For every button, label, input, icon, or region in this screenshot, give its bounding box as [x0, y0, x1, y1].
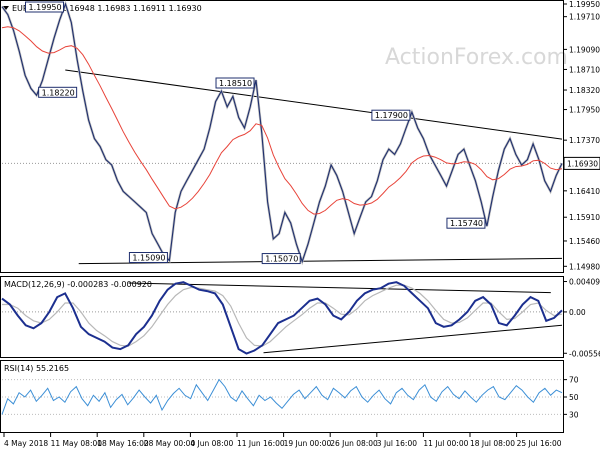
price-panel-frame — [0, 0, 564, 273]
macd-signal-line — [2, 284, 563, 347]
x-tick-label: 18 May 16:00 — [97, 439, 149, 448]
x-tick-label: 11 Jun 16:00 — [237, 439, 285, 448]
x-tick-label: 25 Jul 16:00 — [517, 439, 562, 448]
x-tick-label: 11 May 08:00 — [51, 439, 103, 448]
rsi-line — [1, 378, 563, 415]
rsi-panel-title: RSI(14) 55.2165 — [4, 364, 69, 373]
macd-y-tick-label: 0.004094 — [569, 278, 600, 287]
annotation-label: 1.15740 — [450, 219, 483, 228]
annotation-label: 1.18220 — [42, 88, 75, 97]
price-y-tick-label: 1.19710 — [569, 13, 600, 22]
macd-panel: 0.004094 0.00 -0.005568 — [1, 278, 600, 358]
symbol-dropdown-icon[interactable] — [3, 6, 9, 10]
annotation-box — [128, 252, 168, 263]
x-tick-label: 3 Jul 16:00 — [377, 439, 417, 448]
price-y-tick-label: 1.19090 — [569, 45, 600, 54]
annotation-box — [25, 1, 65, 13]
price-y-tick-label: 1.15910 — [569, 213, 600, 222]
x-tick-label: 19 Jun 00:00 — [284, 439, 332, 448]
annotation-label: 1.18510 — [219, 79, 252, 88]
annotation-label: 1.15090 — [132, 254, 165, 263]
price-y-tick-label: 1.15460 — [569, 237, 600, 246]
downtrend-line — [65, 69, 563, 140]
annotation-label: 1.17900 — [375, 111, 408, 120]
price-y-tick-label: 1.17950 — [569, 106, 600, 115]
moving-average-line — [1, 26, 563, 215]
rsi-panel: 70 50 30 — [1, 376, 579, 419]
x-tick-label: 11 Jul 00:00 — [423, 439, 468, 448]
annotation-box — [446, 217, 486, 229]
annotation-label: 1.19950 — [29, 3, 62, 12]
x-tick-label: 4 May 2018 — [4, 439, 48, 448]
x-tick-label: 4 Jun 08:00 — [190, 439, 233, 448]
price-panel-title: EURUSD,H4 1.16948 1.16983 1.16911 1.1693… — [12, 4, 202, 13]
x-tick-label: 28 May 00:00 — [144, 439, 196, 448]
price-y-tick-label: 1.17370 — [569, 136, 600, 145]
price-y-tick-label: 1.18320 — [569, 86, 600, 95]
price-panel: 1.19950 1.19710 1.19090 1.18710 1.18320 1.179… — [1, 0, 600, 271]
annotation-box — [371, 109, 411, 121]
rsi-y-tick-label: 70 — [569, 376, 579, 385]
x-tick-label: 26 Jun 08:00 — [330, 439, 378, 448]
macd-upper-trendline — [128, 282, 551, 294]
price-y-tick-label: 1.16410 — [569, 187, 600, 196]
price-y-tick-label: 1.14980 — [569, 262, 600, 271]
macd-line — [1, 281, 563, 355]
price-y-tick-label: 1.18710 — [569, 65, 600, 74]
macd-y-tick-label: -0.005568 — [569, 349, 600, 358]
rsi-y-tick-label: 50 — [569, 393, 579, 402]
macd-panel-frame — [0, 276, 564, 358]
annotation-box — [215, 77, 255, 89]
x-tick-label: 18 Jul 08:00 — [470, 439, 515, 448]
annotation-box — [38, 86, 78, 98]
current-price-label: 1.16930 — [567, 159, 598, 168]
annotation-label: 1.15070 — [265, 255, 298, 264]
rsi-y-tick-label: 30 — [569, 410, 579, 419]
price-y-tick-label: 1.19950 — [569, 0, 600, 9]
macd-lower-trendline — [263, 324, 563, 354]
watermark: ActionForex.com — [385, 45, 568, 70]
current-price-tag — [563, 156, 600, 170]
macd-panel-title: MACD(12,26,9) -0.000283 -0.000920 — [4, 280, 152, 289]
macd-y-tick-label: 0.00 — [569, 308, 586, 317]
annotation-box — [261, 253, 301, 265]
